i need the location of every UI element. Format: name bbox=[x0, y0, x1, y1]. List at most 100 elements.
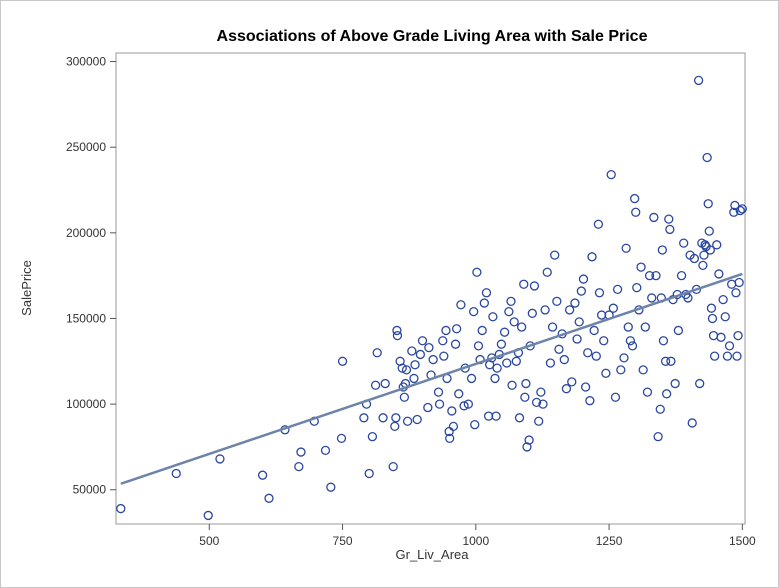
data-point bbox=[364, 468, 374, 479]
data-point bbox=[506, 296, 516, 306]
data-point bbox=[718, 294, 728, 305]
data-point bbox=[722, 351, 733, 361]
data-point bbox=[574, 317, 584, 327]
plot-area bbox=[115, 52, 746, 525]
data-point bbox=[337, 356, 348, 366]
data-point bbox=[714, 269, 724, 279]
data-point bbox=[647, 293, 657, 303]
data-point bbox=[698, 260, 708, 271]
data-point bbox=[665, 224, 675, 235]
data-point bbox=[336, 433, 347, 444]
data-point bbox=[670, 378, 680, 389]
data-point bbox=[370, 380, 381, 390]
data-point bbox=[712, 240, 722, 250]
data-point bbox=[491, 411, 501, 421]
data-point bbox=[636, 262, 646, 272]
data-point bbox=[707, 313, 718, 324]
data-point bbox=[412, 414, 422, 425]
data-point bbox=[392, 330, 403, 341]
data-point bbox=[596, 310, 607, 320]
data-point bbox=[391, 413, 401, 423]
data-points bbox=[116, 75, 747, 521]
data-point bbox=[567, 377, 577, 387]
data-point bbox=[727, 279, 737, 289]
data-point bbox=[542, 267, 552, 277]
y-tick-label: 100000 bbox=[66, 397, 106, 411]
data-point bbox=[608, 303, 618, 313]
data-point bbox=[215, 454, 225, 464]
data-point bbox=[536, 387, 546, 397]
data-point bbox=[730, 200, 740, 211]
data-point bbox=[621, 243, 631, 253]
data-point bbox=[466, 373, 477, 384]
data-point bbox=[488, 312, 498, 322]
data-point bbox=[481, 288, 492, 298]
data-point bbox=[519, 279, 529, 289]
data-point bbox=[496, 339, 507, 349]
data-point bbox=[521, 378, 531, 389]
data-point bbox=[514, 413, 525, 423]
data-point bbox=[644, 271, 655, 281]
data-point bbox=[423, 402, 433, 413]
data-point bbox=[448, 421, 459, 432]
data-point bbox=[679, 238, 689, 248]
data-point bbox=[576, 286, 587, 296]
data-point bbox=[372, 348, 382, 358]
data-point bbox=[673, 325, 684, 336]
data-point bbox=[676, 271, 687, 281]
data-point bbox=[638, 365, 648, 375]
data-point bbox=[550, 250, 560, 260]
data-point bbox=[434, 399, 445, 409]
data-point bbox=[502, 358, 512, 368]
x-tick-label: 1000 bbox=[462, 534, 489, 548]
data-point bbox=[203, 510, 213, 521]
data-point bbox=[441, 325, 451, 336]
data-point bbox=[534, 416, 544, 426]
data-point bbox=[594, 288, 605, 298]
data-point bbox=[529, 281, 540, 291]
y-tick-label: 200000 bbox=[66, 226, 106, 240]
data-point bbox=[463, 399, 473, 409]
data-point bbox=[439, 351, 449, 361]
data-point bbox=[454, 389, 464, 399]
y-tick-label: 150000 bbox=[66, 311, 106, 325]
data-point bbox=[459, 401, 469, 411]
data-point bbox=[661, 389, 672, 399]
data-point bbox=[683, 293, 693, 303]
data-point bbox=[415, 349, 426, 360]
data-point bbox=[507, 380, 517, 390]
data-point bbox=[378, 413, 388, 423]
data-point bbox=[619, 353, 629, 363]
x-tick-label: 750 bbox=[333, 534, 353, 548]
data-point bbox=[640, 322, 650, 332]
data-point bbox=[469, 306, 479, 317]
data-point bbox=[402, 416, 413, 426]
data-point bbox=[702, 152, 712, 163]
data-point bbox=[473, 341, 484, 351]
data-point bbox=[705, 245, 716, 255]
data-point bbox=[257, 470, 268, 480]
data-point bbox=[587, 252, 597, 262]
data-point bbox=[388, 461, 398, 472]
data-point bbox=[657, 245, 668, 255]
data-point bbox=[509, 317, 519, 327]
data-point bbox=[479, 298, 489, 308]
data-point bbox=[264, 493, 274, 503]
data-point bbox=[428, 354, 438, 365]
data-point bbox=[591, 351, 601, 361]
data-point bbox=[720, 312, 730, 322]
data-point bbox=[540, 305, 550, 315]
data-point bbox=[504, 306, 514, 317]
data-point bbox=[731, 288, 741, 298]
data-point bbox=[447, 406, 457, 416]
data-point bbox=[708, 330, 719, 341]
data-point bbox=[625, 336, 636, 346]
data-point bbox=[687, 418, 697, 428]
data-point bbox=[630, 193, 640, 204]
data-point bbox=[737, 204, 747, 214]
data-point bbox=[410, 360, 420, 370]
data-point bbox=[470, 420, 480, 430]
data-point bbox=[706, 303, 717, 313]
data-point bbox=[294, 461, 304, 472]
